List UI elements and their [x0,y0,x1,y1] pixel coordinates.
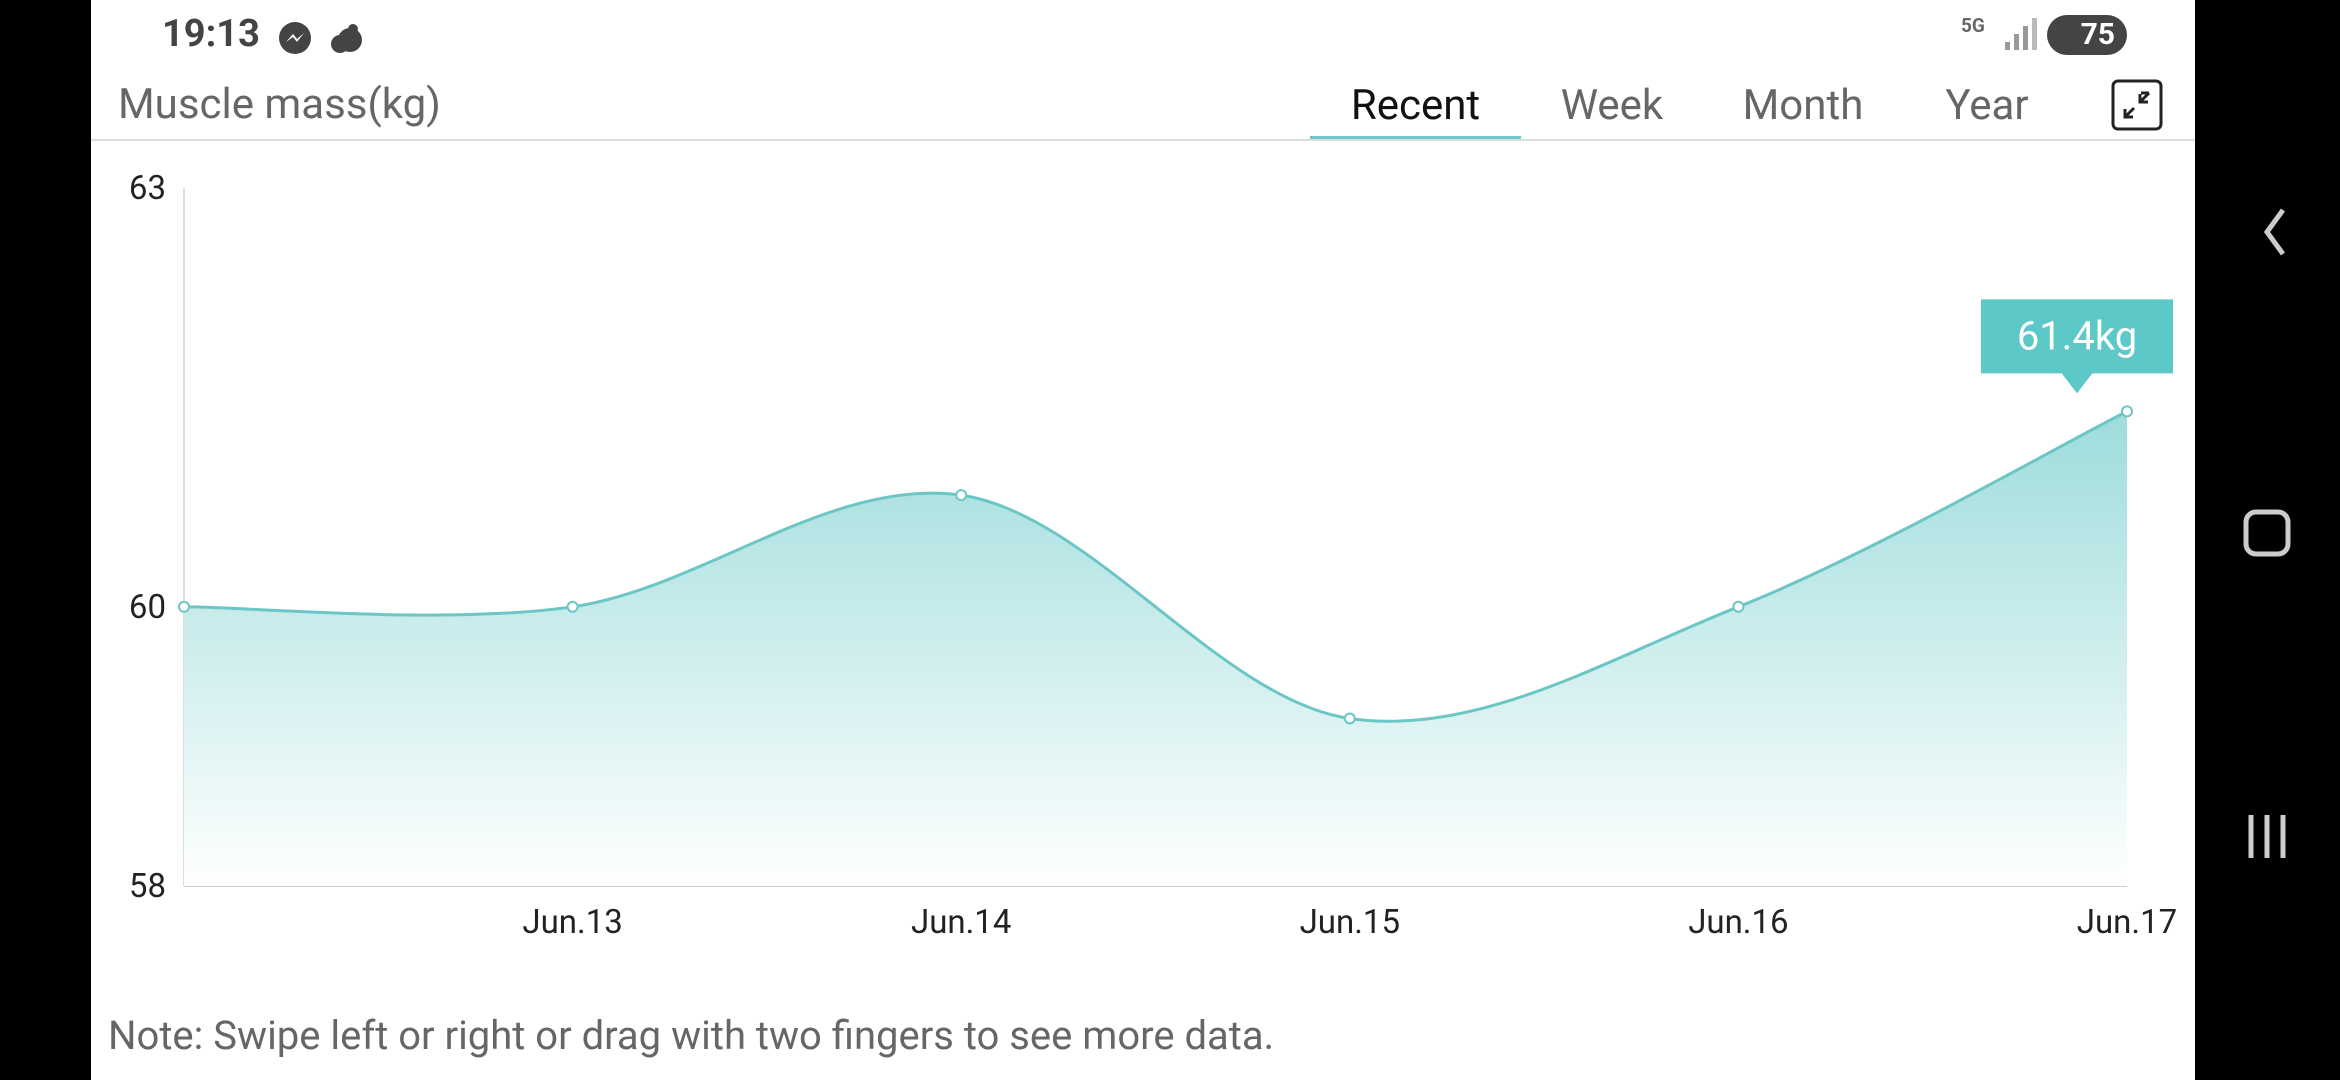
x-tick-label: Jun.14 [911,903,1011,942]
tooltip-pointer [2061,372,2093,394]
y-tick-label: 58 [129,867,166,906]
data-point [1732,600,1745,613]
status-time: 19:13 [162,12,260,56]
x-tick-label: Jun.16 [1688,903,1788,942]
note: Note: Swipe left or right or drag with t… [108,1012,1275,1059]
x-tick-label: Jun.15 [1300,903,1400,942]
signal-icon [2005,18,2037,50]
chart: 58 60 63 Jun.13 Jun.14 Jun.15 Jun.16 Jun.17 61.4… [129,169,2177,942]
app: 19:13 5G 75 Muscle mass(kg) Recent Week … [91,0,2195,1080]
recents-button[interactable] [2248,815,2286,858]
value-label: 61.4kg [2017,312,2137,359]
collapse-button[interactable] [2111,79,2163,131]
data-point [178,600,190,613]
tab-bar: Recent Week Month Year [1310,78,2071,140]
y-tick-label: 63 [129,169,166,208]
nav-bar [2243,208,2291,858]
data-point [955,489,968,502]
page-title: Muscle mass(kg) [118,80,441,129]
x-tick-label: Jun.17 [2077,903,2177,942]
battery-level: 75 [2047,15,2127,55]
home-button[interactable] [2243,509,2291,557]
tooltip [1981,299,2173,374]
line [183,410,2128,723]
tab[interactable]: Week [1560,81,1664,130]
tab[interactable]: Month [1742,81,1864,130]
data-point [566,600,579,613]
status-icons [279,22,362,54]
tab[interactable]: Year [1945,81,2029,130]
y-tick-label: 60 [129,588,166,627]
tab[interactable]: Recent [1310,78,1521,140]
network-type: 5G [1961,14,1985,37]
back-button[interactable] [2263,208,2286,256]
data-point [1343,712,1356,725]
divider [91,139,2195,141]
data-point [2121,405,2133,418]
x-tick-label: Jun.13 [522,903,622,942]
area [184,411,2127,886]
